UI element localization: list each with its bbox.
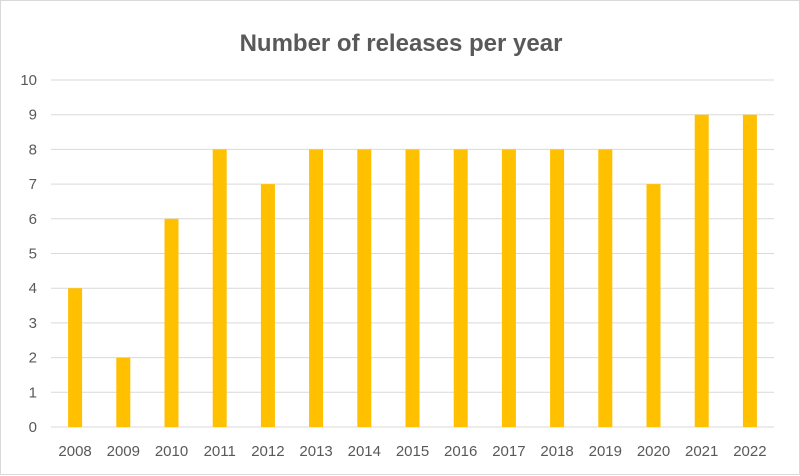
bar-2009 (116, 357, 131, 427)
y-tick-label: 2 (29, 350, 37, 367)
y-tick-label: 8 (29, 141, 37, 158)
x-tick-label: 2015 (396, 443, 429, 460)
bar-2015 (405, 149, 420, 427)
bars (68, 114, 757, 427)
x-tick-label: 2022 (733, 443, 766, 460)
chart-title: Number of releases per year (240, 30, 563, 57)
x-tick-label: 2018 (540, 443, 573, 460)
x-tick-label: 2011 (204, 443, 236, 460)
bar-2008 (68, 288, 83, 427)
bar-2019 (598, 149, 613, 427)
bar-2016 (453, 149, 468, 427)
bar-2014 (357, 149, 372, 427)
bar-2022 (742, 114, 757, 427)
bar-2021 (694, 114, 709, 427)
x-tick-label: 2013 (299, 443, 332, 460)
x-tick-label: 2014 (348, 443, 381, 460)
y-tick-label: 0 (29, 419, 37, 436)
bar-2010 (164, 218, 179, 427)
y-tick-label: 4 (29, 280, 37, 297)
x-tick-label: 2019 (589, 443, 622, 460)
y-tick-label: 1 (29, 384, 37, 401)
x-tick-label: 2009 (107, 443, 140, 460)
y-tick-label: 9 (29, 107, 37, 124)
x-tick-label: 2008 (58, 443, 91, 460)
x-tick-label: 2016 (444, 443, 477, 460)
bar-2013 (309, 149, 324, 427)
x-tick-label: 2020 (637, 443, 670, 460)
x-tick-label: 2010 (155, 443, 188, 460)
y-tick-label: 6 (29, 211, 37, 228)
y-tick-label: 5 (29, 246, 37, 263)
bar-2011 (212, 149, 227, 427)
bar-2020 (646, 184, 661, 427)
y-tick-label: 7 (29, 176, 37, 193)
x-tick-label: 2017 (492, 443, 525, 460)
bar-2017 (501, 149, 516, 427)
x-tick-label: 2021 (685, 443, 718, 460)
x-tick-label: 2012 (251, 443, 284, 460)
bar-2018 (550, 149, 565, 427)
x-axis-tick-labels: 2008 2009 2010 2011 2012 2013 2014 2015 2016 2017… (58, 443, 766, 460)
y-tick-label: 3 (29, 315, 37, 332)
y-tick-label: 10 (20, 72, 37, 89)
bar-2012 (260, 184, 275, 427)
y-axis-tick-labels: 0 1 2 3 4 5 6 7 8 9 10 (20, 72, 37, 436)
